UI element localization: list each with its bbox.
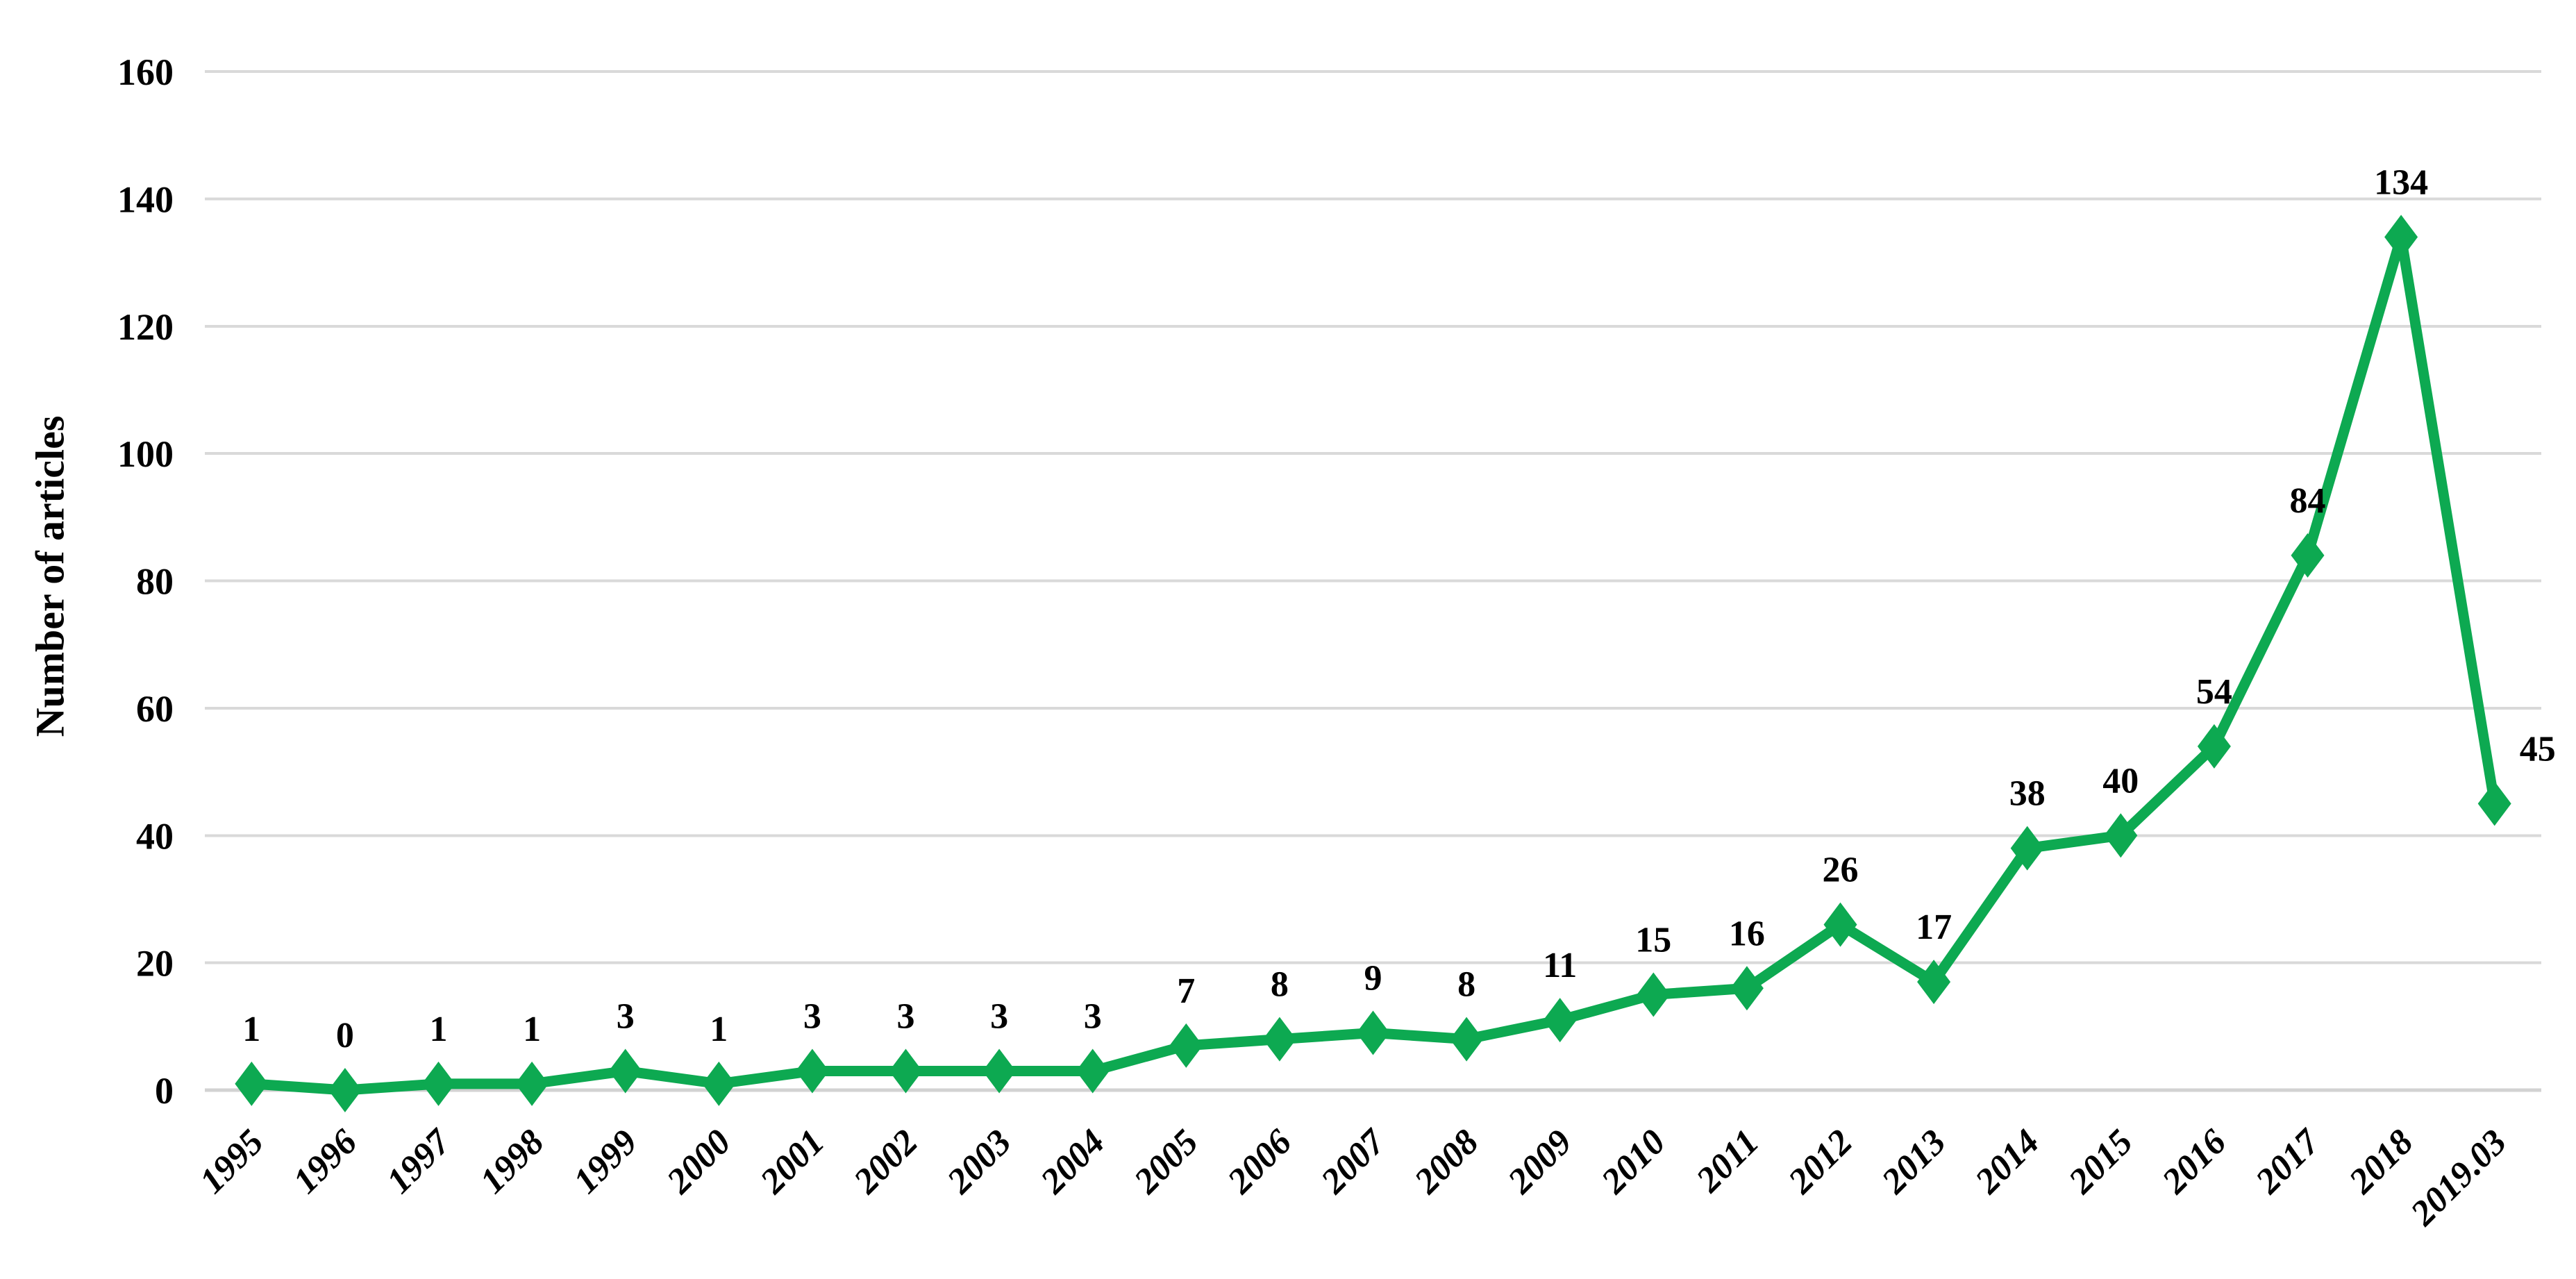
data-point-marker <box>1823 902 1857 947</box>
x-tick-label: 2014 <box>1968 1122 2048 1202</box>
data-point-marker <box>1543 998 1577 1043</box>
data-label: 1 <box>242 1010 260 1049</box>
gridlines <box>205 70 2541 1092</box>
data-label: 3 <box>617 996 635 1036</box>
data-point-marker <box>1637 972 1671 1017</box>
x-tick-label: 1995 <box>192 1122 271 1201</box>
data-point-marker <box>328 1068 362 1112</box>
x-tick-label: 2010 <box>1594 1122 1673 1202</box>
y-tick-label: 40 <box>136 815 174 857</box>
y-tick-label: 60 <box>136 688 174 730</box>
data-point-marker <box>421 1061 455 1106</box>
x-tick-label: 2002 <box>846 1122 926 1202</box>
x-tick-label: 1996 <box>286 1122 365 1201</box>
data-label: 8 <box>1457 965 1475 1005</box>
data-point-marker <box>1730 966 1764 1011</box>
data-label: 3 <box>1084 996 1102 1036</box>
data-label: 38 <box>2009 774 2046 814</box>
data-point-marker <box>608 1048 642 1094</box>
data-point-markers <box>235 215 2511 1112</box>
x-tick-label: 2000 <box>659 1122 739 1202</box>
y-tick-label: 80 <box>136 561 174 603</box>
data-point-marker <box>1076 1048 1110 1094</box>
data-point-marker <box>1356 1010 1390 1055</box>
data-point-marker <box>2197 724 2231 769</box>
data-label: 17 <box>1916 908 1952 947</box>
data-point-marker <box>1917 960 1951 1005</box>
data-point-marker <box>2384 215 2418 260</box>
data-point-marker <box>795 1048 829 1094</box>
data-label: 11 <box>1543 946 1577 985</box>
x-tick-label: 2019.03 <box>2403 1122 2515 1234</box>
data-label: 1 <box>523 1010 541 1049</box>
x-tick-label: 2006 <box>1220 1122 1300 1202</box>
data-point-marker <box>2291 533 2325 578</box>
x-tick-label: 2009 <box>1500 1122 1580 1202</box>
data-point-marker <box>2010 826 2044 871</box>
data-point-marker <box>1450 1017 1484 1062</box>
x-tick-label: 2004 <box>1033 1122 1113 1202</box>
x-tick-label: 1999 <box>566 1122 645 1201</box>
y-tick-label: 0 <box>155 1070 174 1112</box>
data-point-marker <box>1262 1017 1296 1062</box>
x-tick-label: 2016 <box>2155 1122 2234 1202</box>
data-label: 0 <box>336 1016 354 1055</box>
data-label: 9 <box>1364 958 1382 998</box>
x-tick-label: 2007 <box>1313 1121 1394 1202</box>
x-tick-label: 2005 <box>1126 1122 1206 1202</box>
data-label: 84 <box>2290 481 2326 521</box>
data-label: 134 <box>2374 162 2428 202</box>
x-tick-label: 2015 <box>2061 1122 2141 1202</box>
x-tick-label: 1998 <box>473 1122 552 1201</box>
y-tick-label: 140 <box>117 178 174 220</box>
data-label: 16 <box>1729 914 1765 953</box>
x-tick-label: 2013 <box>1874 1122 1954 1202</box>
y-tick-label: 100 <box>117 433 174 475</box>
data-label: 7 <box>1177 971 1195 1011</box>
x-tick-label: 2001 <box>753 1122 833 1202</box>
data-label: 1 <box>710 1010 728 1049</box>
y-tick-label: 160 <box>117 51 174 93</box>
x-tick-label: 2003 <box>939 1122 1019 1202</box>
x-tick-label: 2012 <box>1780 1122 1860 1202</box>
x-axis-ticks: 1995 1996 1997 1998 1999 2000 2001 2002 2003 2004… <box>192 1121 2514 1234</box>
data-point-marker <box>1169 1023 1203 1068</box>
data-label: 15 <box>1635 920 1671 960</box>
y-tick-label: 120 <box>117 306 174 348</box>
data-label: 3 <box>990 996 1008 1036</box>
data-point-marker <box>889 1048 923 1094</box>
x-tick-label: 1997 <box>379 1121 459 1201</box>
data-point-marker <box>235 1061 269 1106</box>
y-tick-label: 20 <box>136 943 174 985</box>
x-tick-label: 2017 <box>2248 1121 2328 1202</box>
data-label: 3 <box>803 996 821 1036</box>
data-label: 45 <box>2520 729 2556 769</box>
data-label: 26 <box>1823 851 1859 890</box>
x-tick-label: 2011 <box>1689 1122 1767 1201</box>
data-point-marker <box>515 1061 549 1106</box>
data-label: 3 <box>897 996 915 1036</box>
x-tick-label: 2008 <box>1407 1122 1487 1202</box>
data-point-marker <box>702 1061 736 1106</box>
data-point-marker <box>2104 813 2138 858</box>
data-label: 1 <box>430 1010 448 1049</box>
data-label: 54 <box>2196 672 2232 712</box>
data-label: 40 <box>2102 761 2139 801</box>
data-point-marker <box>2477 781 2511 826</box>
data-point-marker <box>982 1048 1017 1094</box>
x-tick-label: 2018 <box>2341 1122 2421 1202</box>
y-axis-ticks: 0 20 40 60 80 100 120 140 160 <box>117 51 174 1112</box>
data-label: 8 <box>1271 965 1289 1005</box>
